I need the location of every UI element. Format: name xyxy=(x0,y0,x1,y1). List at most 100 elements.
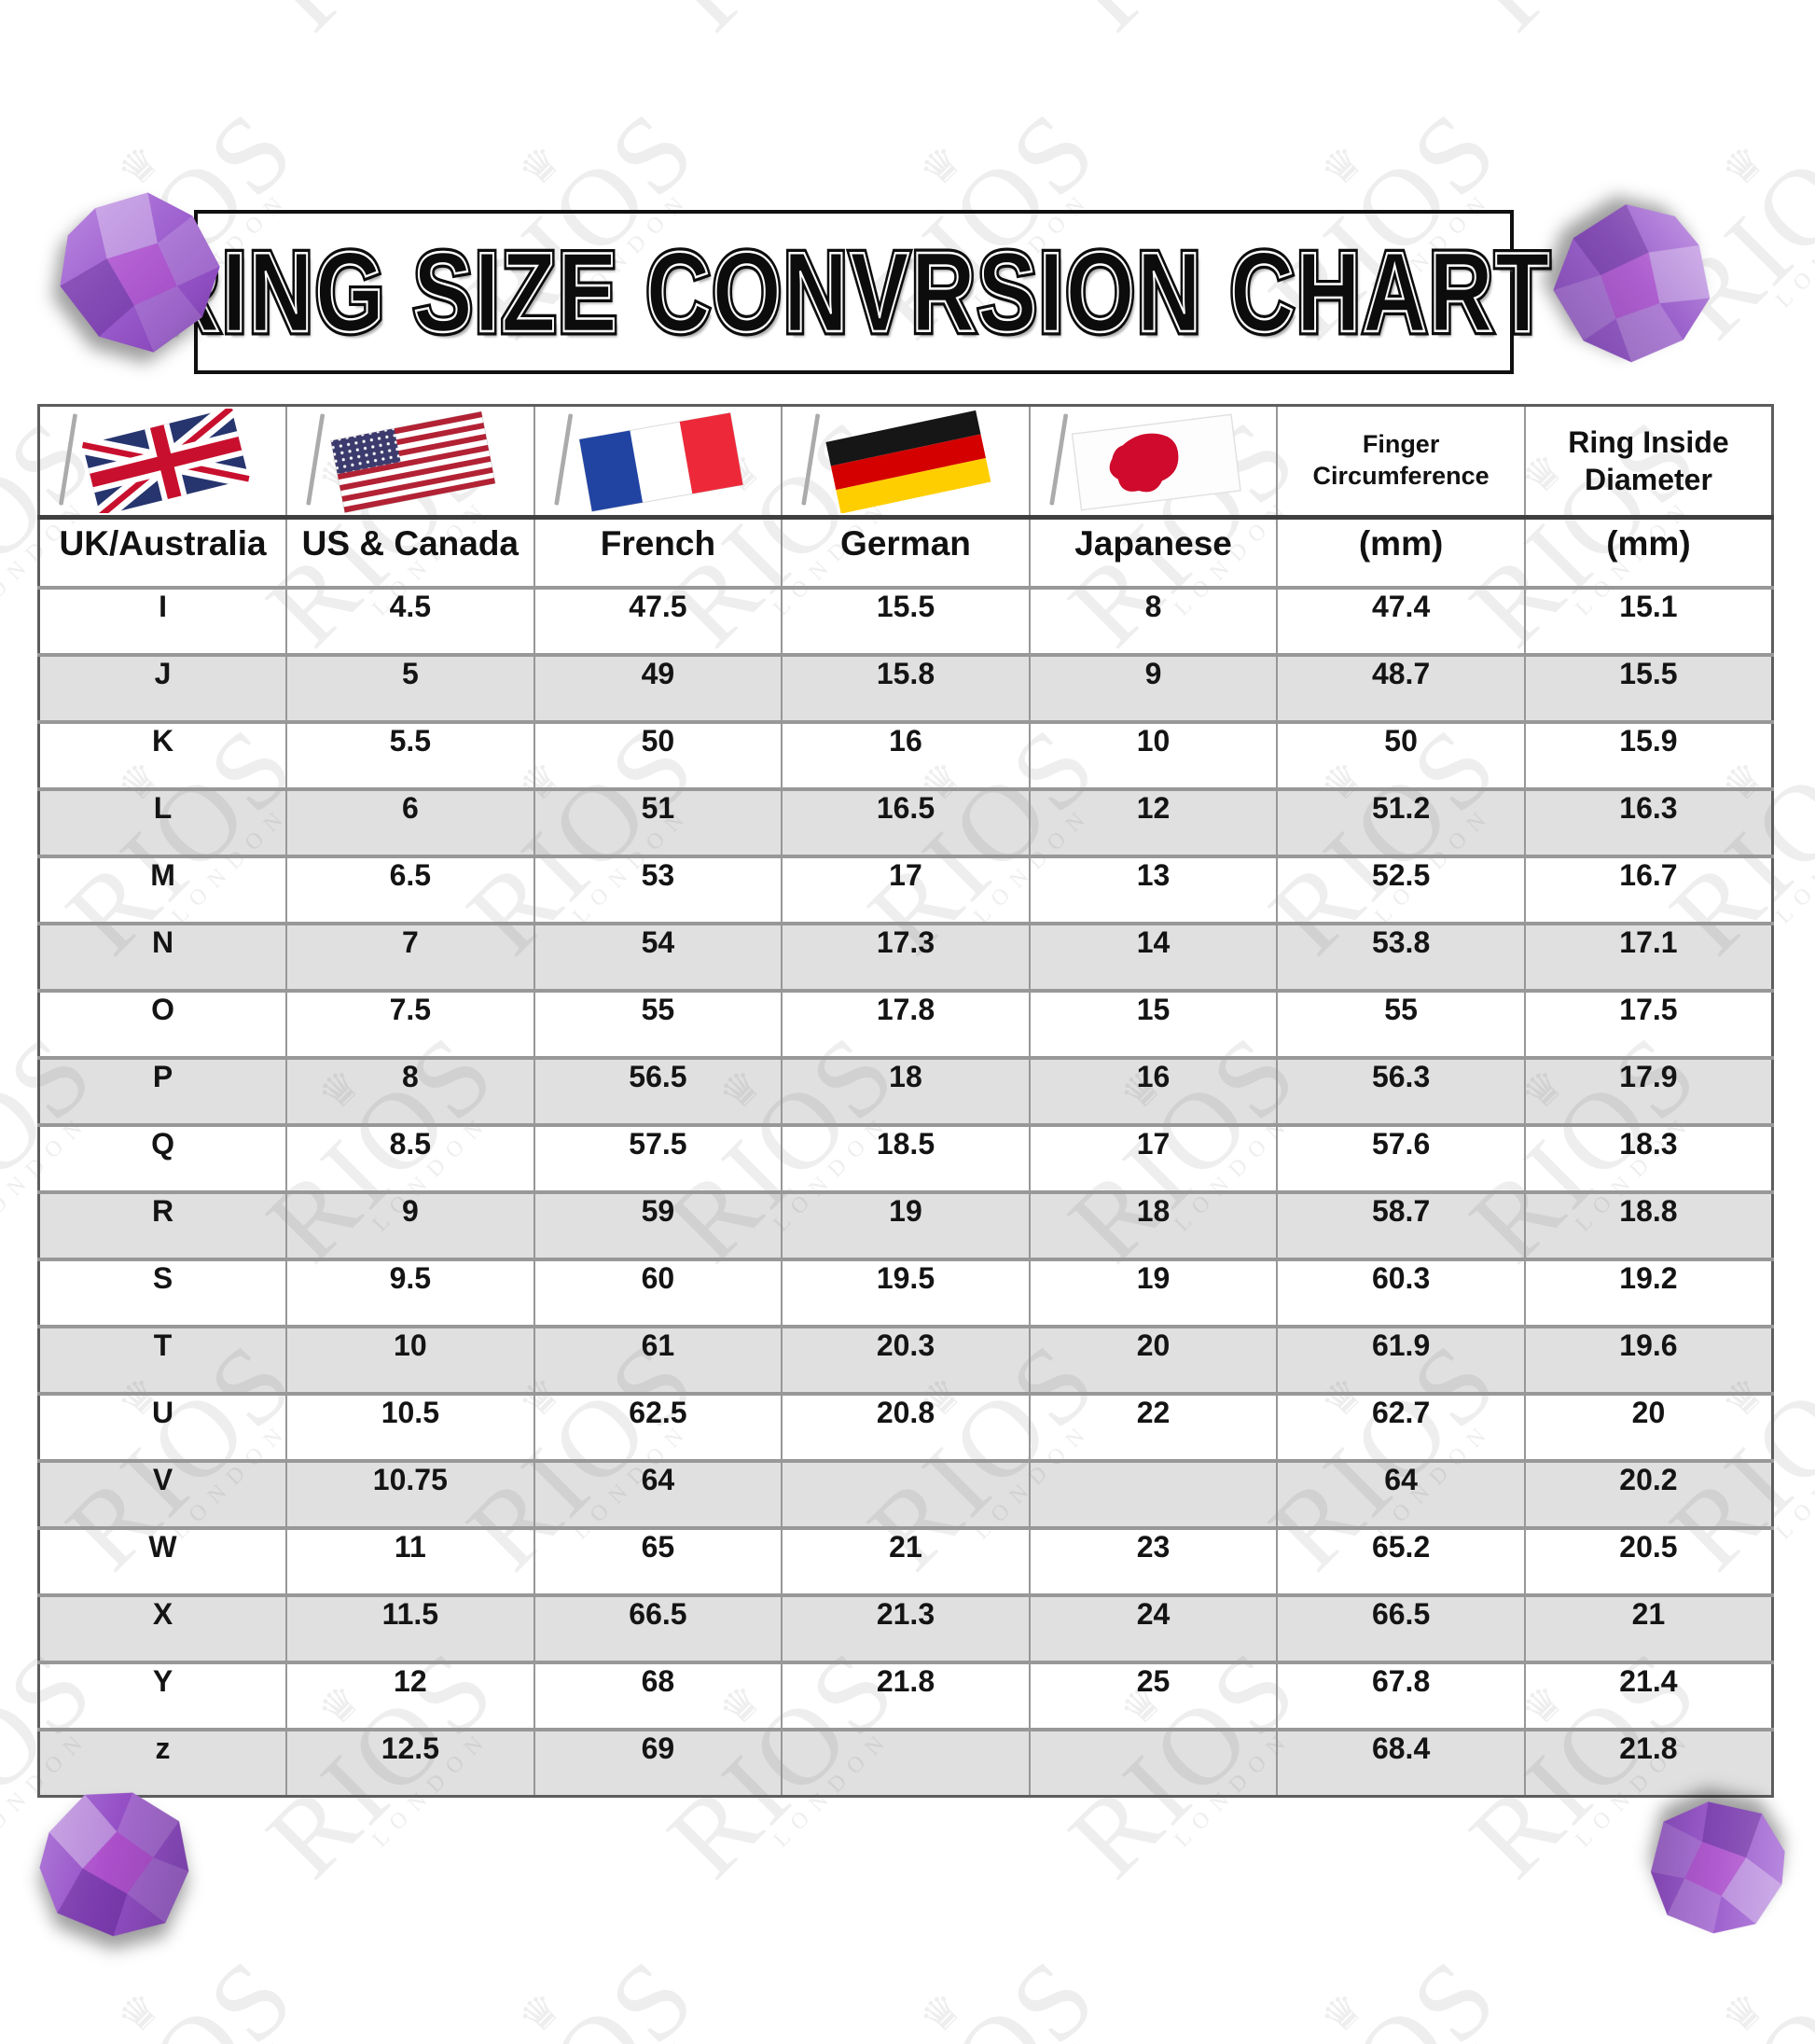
size-value-cell: 56.3 xyxy=(1276,1055,1525,1125)
size-value-cell: 21 xyxy=(1523,1592,1773,1662)
size-value-cell: 60 xyxy=(533,1257,783,1327)
size-value-cell: 19 xyxy=(1028,1257,1278,1327)
size-value-cell: 15.9 xyxy=(1523,719,1773,789)
size-value-cell: 12.5 xyxy=(285,1727,534,1797)
amethyst-crystal-icon xyxy=(39,1792,189,1937)
size-letter-cell: U xyxy=(38,1391,287,1461)
table-row: I 4.5 47.5 15.5 8 47.4 15.1 xyxy=(38,585,1773,655)
size-value-cell: 17.8 xyxy=(781,988,1030,1058)
size-value-cell: 21.4 xyxy=(1523,1660,1773,1730)
size-value-cell: 21.8 xyxy=(781,1660,1030,1730)
size-value-cell: 15.5 xyxy=(1523,652,1773,722)
size-letter-cell: z xyxy=(38,1727,287,1797)
size-value-cell xyxy=(1028,1727,1278,1797)
size-value-cell xyxy=(781,1727,1030,1797)
size-value-cell: 61.9 xyxy=(1276,1324,1525,1394)
size-value-cell: 9 xyxy=(1028,652,1278,722)
size-value-cell: 54 xyxy=(533,921,783,991)
size-value-cell: 50 xyxy=(1276,719,1525,789)
size-value-cell: 13 xyxy=(1028,854,1278,924)
page-title-wrap: RING SIZE CONVRSION CHART RING SIZE CONV… xyxy=(153,229,1553,355)
size-value-cell: 55 xyxy=(1276,988,1525,1058)
size-letter-cell: P xyxy=(38,1055,287,1125)
crown-icon: ♛ xyxy=(909,1979,976,2044)
table-body: I 4.5 47.5 15.5 8 47.4 15.1 J 5 49 15.8 9 48.7 15.5 K 5… xyxy=(38,585,1773,1797)
size-value-cell: 5.5 xyxy=(285,719,534,789)
size-letter-cell: L xyxy=(38,786,287,856)
column-label-uk: UK/Australia xyxy=(38,515,287,588)
column-label-japanese: Japanese xyxy=(1028,515,1278,588)
size-value-cell: 64 xyxy=(533,1458,783,1528)
ring-size-table: Finger Circumference Ring Inside Diamete… xyxy=(37,404,1774,1798)
size-value-cell: 20 xyxy=(1523,1391,1773,1461)
size-value-cell: 15.1 xyxy=(1523,585,1773,655)
france-flag-icon xyxy=(554,411,743,512)
size-letter-cell: Q xyxy=(38,1122,287,1192)
size-value-cell: 17.3 xyxy=(781,921,1030,991)
size-value-cell: 50 xyxy=(533,719,783,789)
size-value-cell: 10.75 xyxy=(285,1458,534,1528)
table-row: N 7 54 17.3 14 53.8 17.1 xyxy=(38,921,1773,991)
flag-header-row: Finger Circumference Ring Inside Diamete… xyxy=(39,405,1773,518)
size-value-cell: 17.5 xyxy=(1523,988,1773,1058)
finger-circumference-header: Finger Circumference xyxy=(1279,429,1524,493)
size-letter-cell: J xyxy=(38,652,287,722)
japan-flag-cell xyxy=(1028,405,1278,518)
size-value-cell: 18 xyxy=(781,1055,1030,1125)
size-value-cell: 65.2 xyxy=(1276,1525,1525,1595)
size-value-cell: 62.7 xyxy=(1276,1391,1525,1461)
size-value-cell: 17.1 xyxy=(1523,921,1773,991)
crown-icon: ♛ xyxy=(1310,132,1377,198)
size-value-cell: 51 xyxy=(533,786,783,856)
size-value-cell: 10.5 xyxy=(285,1391,534,1461)
size-letter-cell: V xyxy=(38,1458,287,1528)
ring-inside-diameter-line1: Ring Inside xyxy=(1568,425,1729,459)
finger-circumference-line2: Circumference xyxy=(1312,462,1489,490)
size-value-cell: 16 xyxy=(781,719,1030,789)
size-value-cell: 57.6 xyxy=(1276,1122,1525,1192)
table-row: V 10.75 64 64 20.2 xyxy=(38,1458,1773,1528)
size-value-cell: 17 xyxy=(781,854,1030,924)
size-value-cell: 18 xyxy=(1028,1189,1278,1259)
germany-flag-icon xyxy=(801,410,991,513)
size-value-cell: 16.5 xyxy=(781,786,1030,856)
table-row: J 5 49 15.8 9 48.7 15.5 xyxy=(38,652,1773,722)
size-value-cell: 10 xyxy=(1028,719,1278,789)
size-value-cell: 68 xyxy=(533,1660,783,1730)
size-value-cell: 15.8 xyxy=(781,652,1030,722)
size-letter-cell: O xyxy=(38,988,287,1058)
table-row: X 11.5 66.5 21.3 24 66.5 21 xyxy=(38,1592,1773,1662)
amethyst-crystal-icon xyxy=(1650,1801,1785,1934)
uk-flag-icon xyxy=(59,409,251,513)
size-letter-cell: N xyxy=(38,921,287,991)
size-value-cell: 5 xyxy=(285,652,534,722)
size-value-cell: 19.6 xyxy=(1523,1324,1773,1394)
table-row: R 9 59 19 18 58.7 18.8 xyxy=(38,1189,1773,1259)
size-value-cell: 60.3 xyxy=(1276,1257,1525,1327)
us-flag-cell xyxy=(285,405,534,518)
japan-flag-icon xyxy=(1049,413,1241,511)
size-value-cell: 56.5 xyxy=(533,1055,783,1125)
crown-icon: ♛ xyxy=(107,1979,173,2044)
size-value-cell: 9 xyxy=(285,1189,534,1259)
size-value-cell: 67.8 xyxy=(1276,1660,1525,1730)
size-letter-cell: K xyxy=(38,719,287,789)
table-row: O 7.5 55 17.8 15 55 17.5 xyxy=(38,988,1773,1058)
size-value-cell: 18.3 xyxy=(1523,1122,1773,1192)
size-value-cell: 15 xyxy=(1028,988,1278,1058)
size-value-cell: 66.5 xyxy=(1276,1592,1525,1662)
size-value-cell: 8 xyxy=(285,1055,534,1125)
page-title-outline: RING SIZE CONVRSION CHART xyxy=(153,229,1553,355)
size-letter-cell: R xyxy=(38,1189,287,1259)
column-label-german: German xyxy=(781,515,1030,588)
size-value-cell: 19.5 xyxy=(781,1257,1030,1327)
page-title: RING SIZE CONVRSION CHART xyxy=(155,229,1552,355)
size-value-cell: 20.8 xyxy=(781,1391,1030,1461)
size-letter-cell: X xyxy=(38,1592,287,1662)
size-letter-cell: I xyxy=(38,585,287,655)
size-value-cell: 7.5 xyxy=(285,988,534,1058)
